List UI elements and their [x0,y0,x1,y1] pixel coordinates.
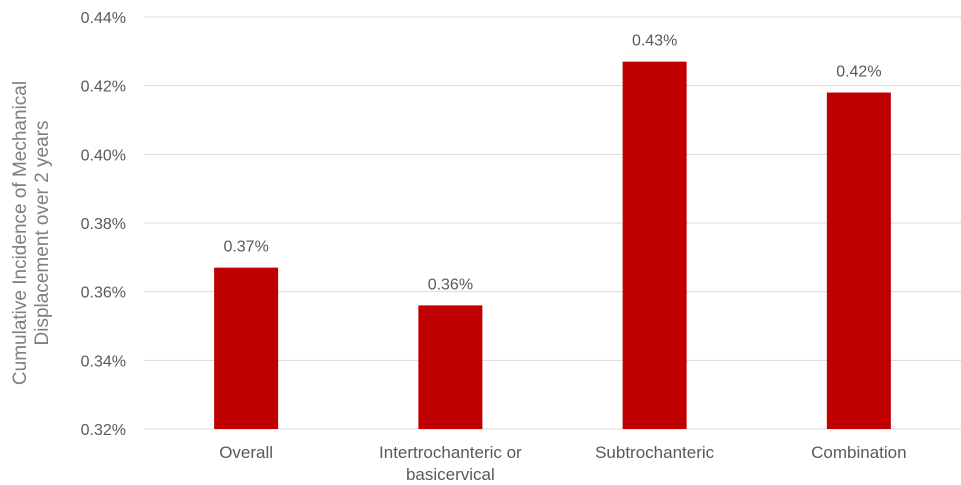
x-category-label: Intertrochanteric or basicervical [379,443,522,484]
bar [214,267,279,429]
gridlines [144,16,961,430]
x-category-label-line: basicervical [406,465,495,484]
bar [622,61,687,430]
data-label: 0.37% [223,239,268,256]
bar [826,92,891,430]
y-tick-label: 0.40% [81,147,126,164]
y-tick-label: 0.44% [81,10,126,27]
bar [418,305,483,429]
y-axis-title-line: Displacement over 2 years [32,121,53,346]
x-category-label: Subtrochanteric [595,443,715,462]
x-category-label-line: Subtrochanteric [595,443,715,462]
y-tick-label: 0.34% [81,353,126,370]
y-tick-label: 0.42% [81,79,126,96]
y-axis-title-text: Cumulative Incidence of MechanicalDispla… [10,81,53,385]
x-category-label: Overall [219,443,273,462]
y-tick-label: 0.38% [81,216,126,233]
y-axis-title: Cumulative Incidence of MechanicalDispla… [10,81,53,385]
x-category-label-line: Intertrochanteric or [379,443,522,462]
x-category-label: Combination [811,443,906,462]
x-category-label-line: Overall [219,443,273,462]
x-category-label-line: Combination [811,443,906,462]
data-label: 0.36% [428,276,473,293]
x-axis-category-labels: Overall Intertrochanteric or basicervical S… [219,443,906,484]
data-label: 0.42% [836,64,881,81]
y-axis-title-line: Cumulative Incidence of Mechanical [10,81,31,385]
y-tick-label: 0.32% [81,422,126,439]
data-label: 0.43% [632,33,677,50]
y-axis-tick-labels: 0.32% 0.34% 0.36% 0.38% 0.40% 0.42% 0.44% [81,10,126,439]
y-tick-label: 0.36% [81,285,126,302]
data-labels: 0.37% 0.36% 0.43% 0.42% [223,33,881,294]
bars [214,61,891,430]
